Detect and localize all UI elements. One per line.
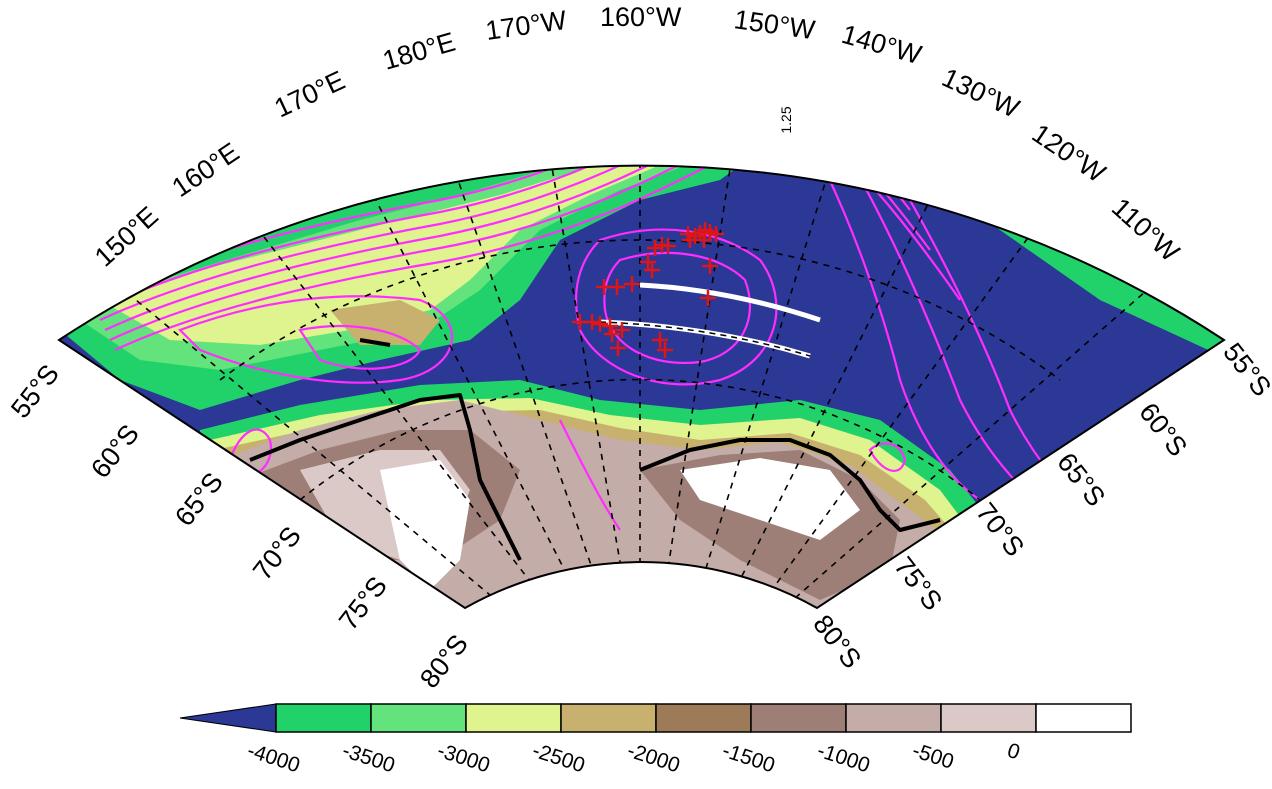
coastline — [249, 338, 941, 561]
colorbar-swatch — [655, 703, 752, 733]
colorbar-label: -1000 — [814, 739, 872, 777]
lon-label: 160°W — [600, 2, 682, 32]
station-marker — [652, 332, 668, 348]
lon-label: 170°E — [270, 65, 350, 123]
colorbar-label: -4000 — [244, 739, 302, 777]
lon-label: 140°W — [838, 19, 925, 70]
contour-label-box: 1.25 — [775, 92, 797, 148]
station-marker — [602, 318, 618, 334]
station-marker — [682, 232, 698, 248]
contour-line — [104, 165, 911, 331]
lon-label: 160°E — [167, 137, 245, 203]
station-marker — [604, 326, 620, 342]
station-marker — [696, 232, 712, 248]
track-line-lower-dash — [599, 321, 811, 357]
colorbar-swatch — [1035, 703, 1132, 733]
contour-line — [109, 165, 931, 341]
colorbar-arrow — [179, 703, 277, 733]
lon-label: 120°W — [1027, 118, 1112, 189]
station-marker — [657, 342, 673, 358]
lat-label-left: 75°S — [333, 571, 393, 636]
lat-label-left: 55°S — [5, 359, 65, 424]
station-marker — [708, 226, 724, 242]
colorbar-label: -1500 — [719, 739, 777, 777]
contour-line — [819, 165, 981, 501]
colorbar-swatch — [465, 703, 562, 733]
station-marker — [610, 340, 626, 356]
colorbar: -4000 -3500 -3000 -2500 -2000 -1500 -1000 -500 0 — [179, 703, 1132, 777]
colorbar-label: -3500 — [339, 739, 397, 777]
lon-label: 150°W — [732, 4, 817, 45]
colorbar-swatch — [940, 703, 1037, 733]
lat-label-left: 80°S — [414, 629, 474, 694]
station-marker — [592, 316, 608, 332]
lon-label: 150°E — [89, 201, 164, 273]
colorbar-label: -500 — [909, 739, 956, 774]
lat-label-right: 65°S — [1051, 447, 1111, 512]
contour-label: 1.25 — [778, 106, 794, 133]
track-line-upper — [639, 282, 821, 323]
contour-line — [868, 442, 907, 472]
contour-line — [99, 165, 891, 321]
lat-label-left: 70°S — [247, 521, 307, 586]
colorbar-label: -2000 — [624, 739, 682, 777]
contour-line — [178, 295, 453, 384]
lat-label-right: 70°S — [970, 497, 1030, 562]
contour-line — [559, 419, 621, 531]
station-marker — [614, 322, 630, 338]
map-frame — [57, 164, 1226, 610]
lat-label-right: 80°S — [807, 609, 867, 674]
station-marker — [624, 276, 640, 292]
colorbar-swatch — [750, 703, 847, 733]
bathymetry-field — [59, 165, 1224, 609]
station-marker — [700, 290, 716, 306]
lon-label: 180°E — [379, 27, 458, 76]
station-marker — [640, 254, 656, 270]
lon-label: 170°W — [484, 5, 569, 46]
contour-line — [574, 228, 778, 386]
colorbar-swatch — [845, 703, 942, 733]
lon-label: 110°W — [1106, 192, 1185, 268]
lat-label-right: 60°S — [1133, 397, 1193, 462]
colorbar-label: -2500 — [529, 739, 587, 777]
contour-lines — [89, 165, 1111, 531]
colorbar-label: -3000 — [434, 739, 492, 777]
colorbar-swatch — [275, 703, 372, 733]
colorbar-label: 0 — [1004, 739, 1022, 764]
station-marker — [609, 279, 625, 295]
station-marker — [644, 262, 660, 278]
lat-label-right: 55°S — [1217, 337, 1272, 402]
contour-line — [94, 165, 871, 312]
lat-label-left: 60°S — [85, 419, 145, 484]
lat-label-right: 75°S — [888, 551, 948, 616]
station-marker — [584, 314, 600, 330]
station-markers — [572, 222, 724, 358]
station-marker — [647, 240, 663, 256]
colorbar-swatch — [560, 703, 657, 733]
contour-line — [298, 324, 422, 370]
lat-label-left: 65°S — [169, 467, 229, 532]
colorbar-swatch — [370, 703, 467, 733]
station-marker — [702, 258, 718, 274]
station-marker — [660, 238, 676, 254]
lon-label: 130°W — [937, 62, 1024, 124]
